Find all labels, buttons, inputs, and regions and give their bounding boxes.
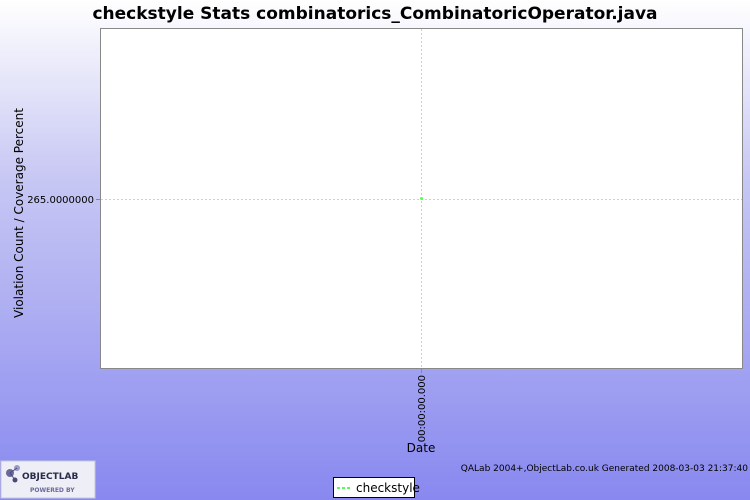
logo-molecule-bond xyxy=(9,467,18,474)
legend: checkstyle xyxy=(333,477,420,498)
x-tick-label: 00:00:00.000 xyxy=(417,375,428,442)
objectlab-logo: OBJECTLAB POWERED BY xyxy=(0,460,96,499)
logo-molecule-bond xyxy=(9,472,16,481)
series-point-checkstyle xyxy=(420,197,423,200)
y-tick-label: 265.0000000 xyxy=(27,195,94,206)
logo-wordmark: OBJECTLAB xyxy=(22,472,78,482)
y-axis-label: Violation Count / Coverage Percent xyxy=(12,108,26,318)
series-layer xyxy=(420,197,423,200)
footer-credit: QALab 2004+,ObjectLab.co.uk Generated 20… xyxy=(461,464,748,474)
legend-box xyxy=(333,477,415,498)
chart-title: checkstyle Stats combinatorics_Combinato… xyxy=(92,4,657,24)
x-axis-label: Date xyxy=(407,441,436,455)
legend-label-checkstyle: checkstyle xyxy=(356,481,420,495)
logo-tagline: POWERED BY xyxy=(30,487,75,494)
